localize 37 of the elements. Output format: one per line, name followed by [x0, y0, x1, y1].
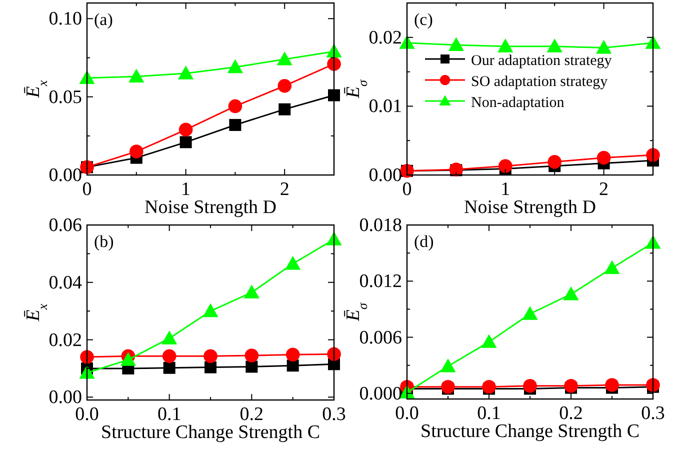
x-tick-label: 0.3 — [322, 404, 346, 425]
x-tick-label: 0.2 — [559, 403, 583, 424]
y-tick-label: 0.02 — [368, 27, 402, 48]
x-tick-label: 2 — [599, 179, 609, 200]
y-tick-label: 0.006 — [359, 327, 402, 348]
x-axis-title: Structure Change Strength C — [420, 421, 640, 442]
y-tick-label: 0.00 — [48, 165, 82, 186]
x-tick-label: 0.0 — [395, 403, 419, 424]
legend-label: Non-adaptation — [471, 95, 565, 111]
legend-label: SO adaptation strategy — [471, 74, 608, 90]
x-tick-label: 0.2 — [240, 404, 264, 425]
x-axis-title: Noise Strength D — [464, 197, 596, 218]
y-tick-label: 0.012 — [359, 271, 402, 292]
y-tick-label: 0.04 — [48, 272, 82, 294]
x-axis-title: Structure Change Strength C — [101, 422, 320, 443]
x-axis-title: Noise Strength D — [144, 197, 276, 218]
y-tick-label: 0.10 — [48, 8, 82, 30]
x-tick-label: 2 — [280, 179, 290, 200]
x-tick-label: 0 — [82, 179, 92, 200]
x-tick-label: 1 — [500, 179, 510, 200]
x-tick-label: 0.3 — [641, 403, 665, 424]
y-tick-label: 0.01 — [368, 96, 402, 118]
legend-label: Our adaptation strategy — [471, 53, 612, 69]
y-tick-label: 0.02 — [48, 330, 82, 351]
x-tick-label: 0.1 — [157, 404, 182, 425]
y-tick-label: 0.018 — [359, 215, 402, 236]
y-tick-label: 0.06 — [48, 215, 82, 236]
x-tick-label: 0.1 — [477, 403, 501, 424]
x-tick-label: 0 — [402, 179, 412, 200]
y-tick-label: 0.000 — [359, 383, 402, 404]
annotation: (b) — [94, 232, 114, 251]
y-tick-label: 0.05 — [48, 86, 82, 108]
y-tick-label: 0.00 — [368, 165, 402, 186]
annotation: (d) — [414, 232, 434, 251]
annotation: (a) — [94, 10, 113, 29]
annotation: (c) — [414, 10, 433, 29]
x-tick-label: 1 — [181, 179, 191, 200]
